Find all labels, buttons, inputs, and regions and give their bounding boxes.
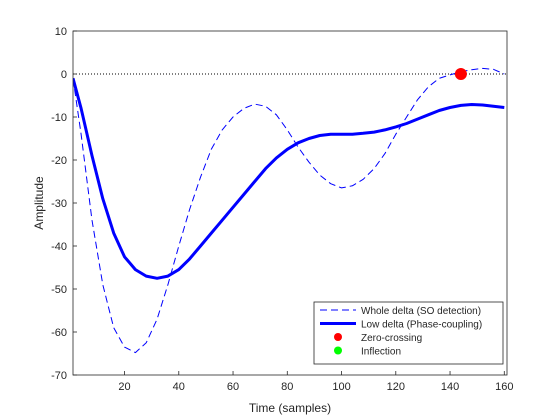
y-tick-label: -60	[51, 327, 67, 339]
legend-label: Whole delta (SO detection)	[361, 306, 481, 317]
y-axis-label: Amplitude	[32, 176, 46, 230]
y-tick-label: 10	[55, 26, 67, 38]
legend-box	[313, 301, 504, 365]
x-axis: 20 40 60 80 100 120 140 160	[118, 371, 513, 393]
legend-label: Low delta (Phase-coupling)	[361, 320, 482, 331]
series-line-1	[73, 67, 505, 354]
x-tick-label: 60	[227, 381, 239, 393]
x-tick-label: 40	[173, 381, 185, 393]
x-tick-label: 140	[441, 381, 459, 393]
x-tick-label: 20	[118, 381, 130, 393]
x-tick-label: 100	[332, 381, 350, 393]
x-tick-label: 160	[495, 381, 513, 393]
y-tick-label: 0	[61, 69, 67, 81]
x-tick-label: 120	[387, 381, 405, 393]
legend-swatch	[334, 346, 342, 355]
series-line-2	[73, 77, 505, 280]
legend-label: Inflection	[361, 347, 401, 358]
y-tick-label: -40	[51, 241, 67, 253]
x-axis-label: Time (samples)	[249, 401, 331, 415]
y-tick-label: -70	[51, 370, 67, 382]
y-axis: 10 0 -10 -20 -30 -40 -50 -60 -70	[51, 26, 77, 382]
series-layer	[73, 67, 505, 354]
y-tick-label: -20	[51, 155, 67, 167]
x-tick-label: 80	[281, 381, 293, 393]
axes-box	[72, 30, 508, 376]
y-tick-label: -10	[51, 112, 67, 124]
y-tick-label: -30	[51, 198, 67, 210]
marker-point-zero-crossing	[454, 68, 467, 80]
legend-label: Zero-crossing	[361, 333, 422, 344]
legend: Whole delta (SO detection) Low delta (Pha…	[313, 301, 504, 365]
plot-content	[73, 67, 507, 354]
y-tick-label: -50	[51, 284, 67, 296]
legend-swatch	[334, 333, 342, 341]
